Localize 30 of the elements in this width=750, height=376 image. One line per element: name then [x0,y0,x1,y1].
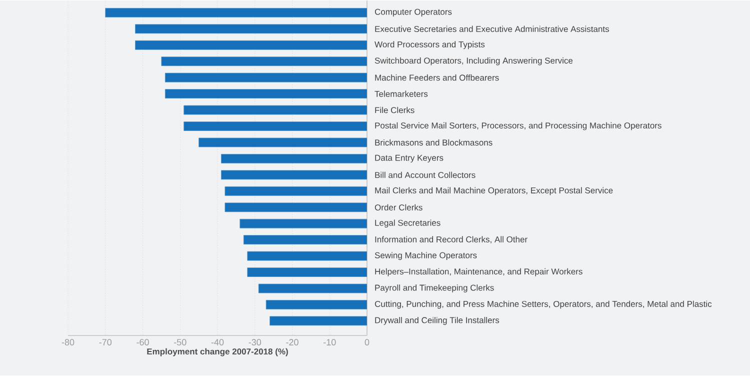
y-tick-label: Mail Clerks and Mail Machine Operators, Except Postal Service [375,187,613,196]
y-tick-label: Data Entry Keyers [375,155,444,163]
x-tick-label: -40 [211,339,224,346]
y-tick-label: Helpers–Installation, Maintenance, and Repair Workers [375,268,582,276]
x-tick-label: 0 [364,339,370,346]
y-tick-label: Postal Service Mail Sorters, Processors, and Processing Machine Operators [375,122,662,130]
y-tick-label: Executive Secretaries and Executive Administrative Assistants [375,26,609,32]
x-tick-label: -70 [99,339,112,346]
x-tick-label: -30 [248,339,262,346]
y-tick-label: Information and Record Clerks, All Other [375,236,528,244]
y-tick-label: Cutting, Punching, and Press Machine Setters, Operators, and Tenders, Metal and Plastic [374,300,712,309]
y-tick-label: Payroll and Timekeeping Clerks [375,284,494,293]
x-tick-label: -80 [62,339,74,346]
y-tick-label: Legal Secretaries [375,220,440,228]
x-tick-label: -50 [174,339,186,346]
y-tick-label: Order Clerks [374,204,422,211]
y-tick-label: Drywall and Ceiling Tile Installers [375,317,500,326]
y-tick-label: Bill and Account Collectors [375,172,476,178]
y-tick-label: Computer Operators [374,9,452,17]
y-tick-label: Machine Feeders and Offbearers [375,74,499,81]
y-tick-label: File Clerks [375,107,414,114]
x-tick-label: -10 [324,339,336,346]
x-tick-label: -20 [286,339,298,346]
x-axis-title: Employment change 2007-2018 (%) [147,348,288,356]
y-tick-label: Word Processors and Typists [374,41,485,50]
y-tick-label: Brickmasons and Blockmasons [375,140,492,146]
y-tick-label: Telemarketers [374,90,428,98]
y-tick-label: Switchboard Operators, Including Answering Service [374,58,573,66]
x-tick-label: -60 [136,339,149,346]
y-tick-label: Sewing Machine Operators [374,252,477,260]
